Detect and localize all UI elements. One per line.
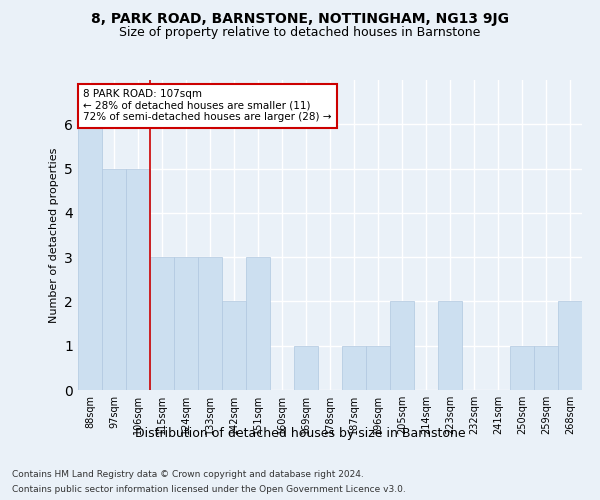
Text: 8 PARK ROAD: 107sqm
← 28% of detached houses are smaller (11)
72% of semi-detach: 8 PARK ROAD: 107sqm ← 28% of detached ho… bbox=[83, 90, 332, 122]
Bar bbox=[198, 257, 222, 390]
Bar bbox=[102, 168, 126, 390]
Text: Size of property relative to detached houses in Barnstone: Size of property relative to detached ho… bbox=[119, 26, 481, 39]
Bar bbox=[558, 302, 582, 390]
Bar bbox=[222, 302, 246, 390]
Text: 8, PARK ROAD, BARNSTONE, NOTTINGHAM, NG13 9JG: 8, PARK ROAD, BARNSTONE, NOTTINGHAM, NG1… bbox=[91, 12, 509, 26]
Bar bbox=[534, 346, 558, 390]
Bar bbox=[342, 346, 366, 390]
Bar bbox=[126, 168, 150, 390]
Bar bbox=[246, 257, 270, 390]
Text: Distribution of detached houses by size in Barnstone: Distribution of detached houses by size … bbox=[134, 428, 466, 440]
Bar bbox=[174, 257, 198, 390]
Bar bbox=[78, 124, 102, 390]
Text: Contains public sector information licensed under the Open Government Licence v3: Contains public sector information licen… bbox=[12, 485, 406, 494]
Bar bbox=[294, 346, 318, 390]
Text: Contains HM Land Registry data © Crown copyright and database right 2024.: Contains HM Land Registry data © Crown c… bbox=[12, 470, 364, 479]
Bar bbox=[390, 302, 414, 390]
Y-axis label: Number of detached properties: Number of detached properties bbox=[49, 148, 59, 322]
Bar bbox=[510, 346, 534, 390]
Bar bbox=[150, 257, 174, 390]
Bar bbox=[366, 346, 390, 390]
Bar bbox=[438, 302, 462, 390]
